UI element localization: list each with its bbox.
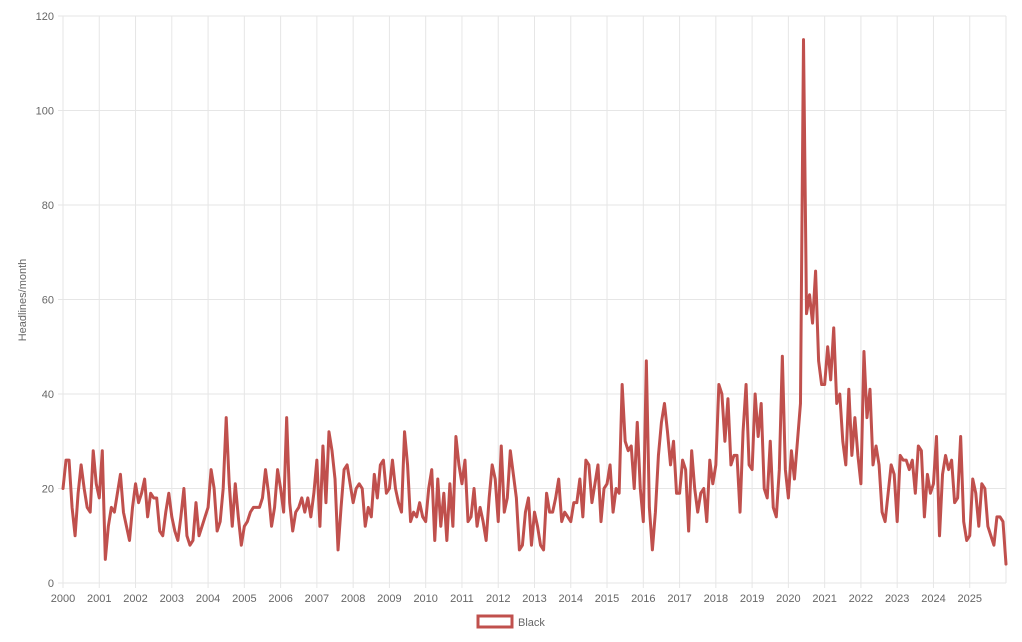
x-tick-label: 2007 [305, 593, 329, 605]
x-tick-label: 2012 [486, 593, 510, 605]
y-tick-label: 100 [36, 106, 54, 118]
y-tick-label: 40 [42, 389, 54, 401]
x-tick-label: 2006 [268, 593, 292, 605]
x-tick-label: 2020 [776, 593, 800, 605]
x-tick-label: 2023 [885, 593, 909, 605]
x-tick-label: 2004 [196, 593, 220, 605]
series-line-black[interactable] [61, 38, 1008, 566]
x-tick-label: 2017 [667, 593, 691, 605]
x-tick-label: 2018 [704, 593, 728, 605]
y-tick-label: 60 [42, 295, 54, 307]
x-tick-label: 2021 [812, 593, 836, 605]
x-tick-label: 2001 [87, 593, 111, 605]
x-tick-label: 2000 [51, 593, 75, 605]
x-tick-label: 2010 [413, 593, 437, 605]
legend-swatch[interactable] [476, 614, 514, 629]
y-axis-title: Headlines/month [17, 259, 29, 342]
y-tick-label: 80 [42, 200, 54, 212]
x-tick-label: 2016 [631, 593, 655, 605]
x-tick-label: 2002 [123, 593, 147, 605]
grid-lines [58, 15, 1007, 588]
y-tick-label: 120 [36, 11, 54, 23]
legend[interactable]: Black [476, 614, 545, 629]
y-tick-label: 20 [42, 484, 54, 496]
y-axis-ticks: 0 20 40 60 80 100 120 [36, 11, 54, 590]
x-tick-label: 2024 [921, 593, 945, 605]
x-tick-label: 2011 [450, 593, 474, 605]
y-tick-label: 0 [48, 578, 54, 590]
x-tick-label: 2013 [522, 593, 546, 605]
x-tick-label: 2005 [232, 593, 256, 605]
x-tick-label: 2022 [849, 593, 873, 605]
x-tick-label: 2019 [740, 593, 764, 605]
x-tick-label: 2014 [559, 593, 583, 605]
x-axis-ticks: 2000 2001 2002 2003 2004 2005 2006 2007 2008 2009… [51, 593, 982, 605]
x-tick-label: 2015 [595, 593, 619, 605]
x-tick-label: 2003 [160, 593, 184, 605]
x-tick-label: 2009 [377, 593, 401, 605]
legend-label-black[interactable]: Black [518, 617, 545, 629]
x-tick-label: 2008 [341, 593, 365, 605]
series-layer [61, 38, 1008, 566]
x-tick-label: 2025 [957, 593, 981, 605]
